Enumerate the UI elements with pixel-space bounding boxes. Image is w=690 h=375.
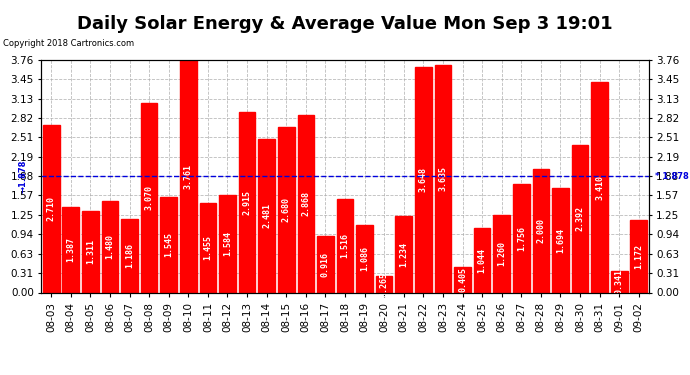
Text: 1.455: 1.455: [204, 235, 213, 260]
Text: Copyright 2018 Cartronics.com: Copyright 2018 Cartronics.com: [3, 39, 135, 48]
Bar: [513, 184, 530, 292]
Bar: [317, 236, 334, 292]
Text: →1.878: →1.878: [19, 160, 28, 193]
Text: 2.868: 2.868: [302, 191, 310, 216]
Bar: [435, 64, 451, 292]
Bar: [572, 145, 589, 292]
Text: 0.341: 0.341: [615, 270, 624, 294]
Bar: [101, 201, 118, 292]
Text: 2.915: 2.915: [243, 190, 252, 215]
Bar: [454, 267, 471, 292]
Bar: [278, 127, 295, 292]
Text: Daily Solar Energy & Average Value Mon Sep 3 19:01: Daily Solar Energy & Average Value Mon S…: [77, 15, 613, 33]
Bar: [180, 60, 197, 292]
Text: * 1.878: * 1.878: [655, 172, 689, 181]
Text: 3.761: 3.761: [184, 164, 193, 189]
Text: 1.234: 1.234: [400, 242, 408, 267]
Text: 1.044: 1.044: [477, 248, 486, 273]
Text: 1.545: 1.545: [164, 232, 173, 257]
Bar: [533, 169, 549, 292]
Text: 1.480: 1.480: [106, 234, 115, 259]
Bar: [239, 112, 255, 292]
Text: 2.392: 2.392: [575, 206, 584, 231]
Text: 2.680: 2.680: [282, 197, 290, 222]
Bar: [591, 82, 608, 292]
Bar: [376, 276, 393, 292]
Bar: [82, 211, 99, 292]
Text: 1.311: 1.311: [86, 240, 95, 264]
Bar: [160, 197, 177, 292]
Bar: [297, 115, 314, 292]
Bar: [141, 103, 157, 292]
Bar: [43, 125, 59, 292]
Bar: [552, 188, 569, 292]
Text: 1.694: 1.694: [556, 228, 565, 253]
Bar: [611, 272, 627, 292]
Text: 1.172: 1.172: [634, 244, 643, 269]
Text: 0.265: 0.265: [380, 272, 388, 297]
Bar: [121, 219, 138, 292]
Bar: [258, 139, 275, 292]
Bar: [631, 220, 647, 292]
Bar: [395, 216, 412, 292]
Text: 2.000: 2.000: [536, 218, 545, 243]
Bar: [219, 195, 236, 292]
Bar: [415, 67, 432, 292]
Text: 1.086: 1.086: [360, 246, 369, 272]
Text: 1.516: 1.516: [340, 233, 350, 258]
Bar: [493, 214, 510, 292]
Text: 1.260: 1.260: [497, 241, 506, 266]
Text: 1.756: 1.756: [517, 226, 526, 251]
Bar: [63, 207, 79, 292]
Bar: [474, 228, 491, 292]
Text: 1.186: 1.186: [125, 243, 134, 268]
Bar: [356, 225, 373, 292]
Text: 2.481: 2.481: [262, 203, 271, 228]
Text: 2.710: 2.710: [47, 196, 56, 221]
Bar: [337, 199, 353, 292]
Text: 3.685: 3.685: [438, 166, 447, 191]
Text: 3.410: 3.410: [595, 175, 604, 200]
Text: 0.916: 0.916: [321, 252, 330, 277]
Text: 1.387: 1.387: [66, 237, 75, 262]
Bar: [199, 202, 216, 292]
Text: 3.648: 3.648: [419, 167, 428, 192]
Text: 0.405: 0.405: [458, 267, 467, 292]
Text: 3.070: 3.070: [145, 185, 154, 210]
Text: 1.584: 1.584: [223, 231, 232, 256]
